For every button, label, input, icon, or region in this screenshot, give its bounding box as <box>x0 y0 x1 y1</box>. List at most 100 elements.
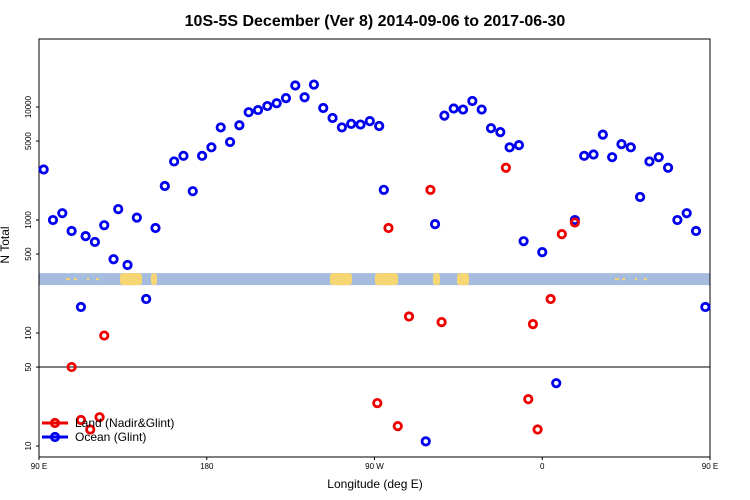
legend: Land (Nadir&Glint) Ocean (Glint) <box>42 416 174 444</box>
map-land-mass <box>330 273 352 286</box>
ocean-point <box>113 203 124 215</box>
y-tick-label: 10000 <box>24 95 33 118</box>
ocean-point <box>38 164 49 175</box>
ocean-point <box>89 236 101 248</box>
ocean-point <box>355 119 366 130</box>
map-land-mass <box>120 273 142 286</box>
x-tick-label: 90 E <box>31 462 47 471</box>
map-island <box>96 278 99 281</box>
land-point <box>392 421 403 432</box>
map-island <box>635 278 637 281</box>
y-tick-label: 5000 <box>24 132 33 150</box>
ocean-point <box>485 123 497 134</box>
x-tick-label: 90 W <box>365 462 384 471</box>
map-island <box>66 278 70 281</box>
x-tick-label: 180 <box>200 462 214 471</box>
ocean-point <box>662 162 674 173</box>
ocean-point <box>215 122 226 133</box>
ocean-point <box>672 214 683 226</box>
ocean-point <box>429 219 441 230</box>
y-tick-label: 500 <box>24 247 33 261</box>
data-points <box>38 79 711 447</box>
ocean-point <box>299 92 310 103</box>
ocean-point <box>150 222 161 234</box>
ocean-point <box>108 254 119 265</box>
ocean-point <box>513 140 525 151</box>
map-island <box>622 278 625 281</box>
ocean-point <box>318 102 329 114</box>
x-tick-label: 0 <box>540 462 545 471</box>
ocean-point <box>280 92 292 104</box>
y-tick-label: 10 <box>24 441 33 450</box>
ocean-point <box>537 247 548 258</box>
map-land-mass <box>375 273 398 286</box>
ocean-point <box>159 180 170 192</box>
y-tick-label: 50 <box>24 362 33 371</box>
map-island <box>87 278 89 281</box>
ocean-point <box>346 118 357 129</box>
ocean-point <box>448 103 459 114</box>
ocean-point <box>690 225 702 237</box>
land-point <box>403 311 415 322</box>
map-land-mass <box>433 273 440 286</box>
ocean-point <box>75 301 87 313</box>
y-axis-label: N Total <box>0 226 12 263</box>
ocean-point <box>378 184 389 195</box>
ocean-point <box>57 208 68 219</box>
ocean-point <box>616 138 627 150</box>
land-point <box>85 424 96 435</box>
legend-label-ocean: Ocean (Glint) <box>75 430 146 444</box>
ocean-point <box>504 142 515 153</box>
ocean-point <box>224 136 236 148</box>
map-land-mass <box>151 273 157 286</box>
ocean-point <box>262 100 273 112</box>
ocean-point <box>80 231 91 242</box>
ocean-point <box>252 104 264 116</box>
ocean-point <box>495 127 506 138</box>
ocean-point <box>579 150 590 161</box>
land-point <box>556 229 567 240</box>
y-axis: 10 50 100 500 1000 5000 10000 <box>24 95 39 451</box>
land-point <box>527 318 539 330</box>
ocean-point <box>169 156 180 167</box>
ocean-point <box>308 79 320 90</box>
ocean-point <box>644 156 655 167</box>
ocean-point <box>681 208 692 219</box>
ocean-point <box>597 129 608 140</box>
ocean-point <box>374 120 385 132</box>
map-island <box>74 278 77 281</box>
map-land-mass <box>457 273 469 286</box>
map-island <box>644 278 647 281</box>
land-point <box>569 217 580 228</box>
ocean-point <box>336 122 347 133</box>
ocean-point <box>551 378 562 389</box>
ocean-point <box>364 116 375 127</box>
ocean-point <box>141 293 152 305</box>
ocean-point <box>588 149 599 160</box>
ocean-point <box>653 152 664 163</box>
land-point <box>372 397 383 409</box>
x-tick-label: 90 E <box>702 462 718 471</box>
land-point <box>532 424 543 435</box>
land-point <box>383 222 394 234</box>
x-axis: 90 E 180 90 W 0 90 E <box>31 457 718 471</box>
land-point <box>75 414 87 426</box>
ocean-point <box>66 225 77 237</box>
y-tick-label: 1000 <box>24 211 33 229</box>
ocean-point <box>476 104 487 115</box>
ocean-point <box>99 220 110 231</box>
land-point <box>436 316 447 328</box>
ocean-point <box>700 301 711 313</box>
legend-ocean-marker <box>49 431 61 443</box>
land-point <box>500 162 512 173</box>
ocean-point <box>467 95 478 107</box>
ocean-point <box>607 152 618 163</box>
ocean-point <box>625 142 636 153</box>
map-island <box>615 278 619 281</box>
land-point <box>425 184 436 195</box>
ocean-point <box>635 191 646 203</box>
ocean-point <box>290 80 301 91</box>
ocean-point <box>122 259 133 271</box>
ocean-point <box>327 112 338 124</box>
